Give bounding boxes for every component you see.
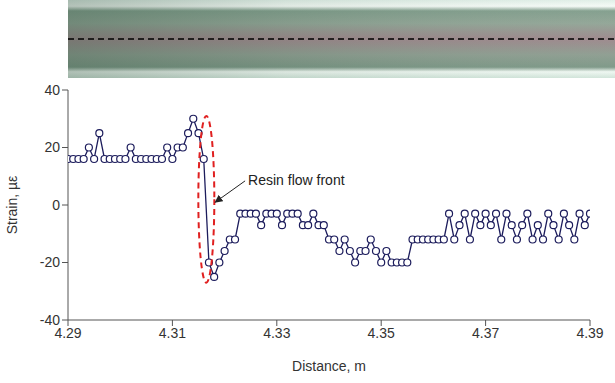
svg-text:-40: -40 (40, 312, 60, 328)
svg-text:-20: -20 (40, 254, 60, 270)
svg-text:4.35: 4.35 (368, 325, 395, 341)
svg-text:4.37: 4.37 (472, 325, 499, 341)
svg-text:4.31: 4.31 (159, 325, 186, 341)
svg-text:40: 40 (44, 82, 60, 98)
svg-text:Strain, µε: Strain, µε (4, 176, 20, 235)
svg-text:Distance, m: Distance, m (292, 358, 366, 374)
svg-text:0: 0 (52, 197, 60, 213)
svg-text:4.29: 4.29 (54, 324, 82, 341)
svg-text:Resin flow front: Resin flow front (248, 172, 345, 188)
svg-text:4.39: 4.39 (576, 325, 603, 341)
svg-text:20: 20 (44, 139, 60, 155)
svg-text:4.33: 4.33 (263, 325, 290, 341)
